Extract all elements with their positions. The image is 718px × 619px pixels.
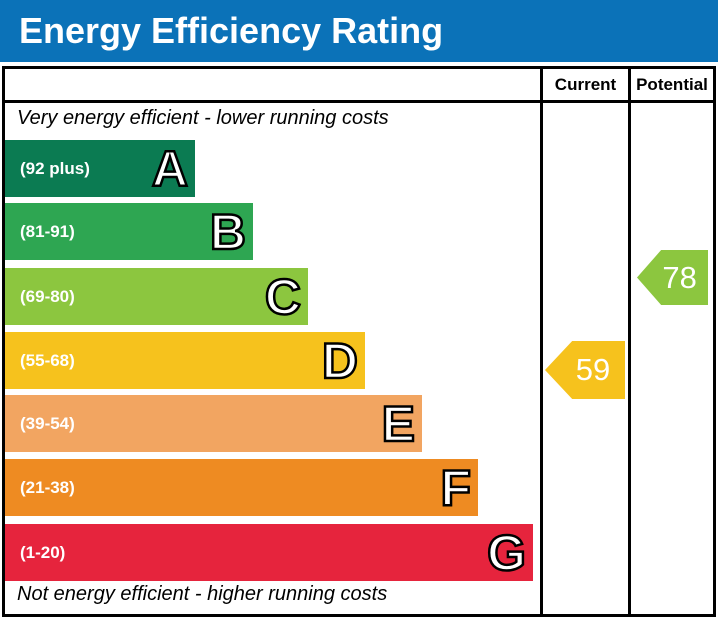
band-b-letter: B xyxy=(209,203,248,260)
band-d: (55-68) D xyxy=(5,332,365,389)
band-e-letter: E xyxy=(380,395,416,452)
column-header-current: Current xyxy=(554,74,617,94)
band-f: (21-38) F xyxy=(5,459,478,516)
band-g: (1-20) G xyxy=(5,524,533,581)
band-g-letter: G xyxy=(486,524,527,581)
band-e-range: (39-54) xyxy=(20,413,75,433)
band-a-letter: A xyxy=(151,140,190,197)
current-rating-arrow: 59 xyxy=(545,341,625,399)
band-d-letter: D xyxy=(321,332,360,389)
band-e: (39-54) E xyxy=(5,395,422,452)
page-title: Energy Efficiency Rating xyxy=(19,10,444,51)
column-divider-potential xyxy=(628,69,631,614)
band-a-range: (92 plus) xyxy=(20,158,90,178)
band-g-range: (1-20) xyxy=(20,542,66,562)
caption-top: Very energy efficient - lower running co… xyxy=(17,107,389,129)
potential-rating-value: 78 xyxy=(662,259,697,295)
band-c-range: (69-80) xyxy=(20,286,75,306)
band-c-letter: C xyxy=(264,268,303,325)
band-d-range: (55-68) xyxy=(20,350,75,370)
caption-bottom: Not energy efficient - higher running co… xyxy=(17,583,388,605)
band-b-range: (81-91) xyxy=(20,221,75,241)
epc-chart: Current Potential Very energy efficient … xyxy=(2,66,716,617)
band-b: (81-91) B xyxy=(5,203,253,260)
title-bar: Energy Efficiency Rating xyxy=(0,0,718,62)
column-divider-current xyxy=(540,69,543,614)
column-header-potential: Potential xyxy=(636,74,708,94)
potential-rating-arrow: 78 xyxy=(637,250,708,305)
band-f-letter: F xyxy=(439,459,472,516)
band-a: (92 plus) A xyxy=(5,140,195,197)
band-c: (69-80) C xyxy=(5,268,308,325)
table-header-row xyxy=(5,69,713,103)
current-rating-value: 59 xyxy=(575,352,611,387)
band-f-range: (21-38) xyxy=(20,477,75,497)
